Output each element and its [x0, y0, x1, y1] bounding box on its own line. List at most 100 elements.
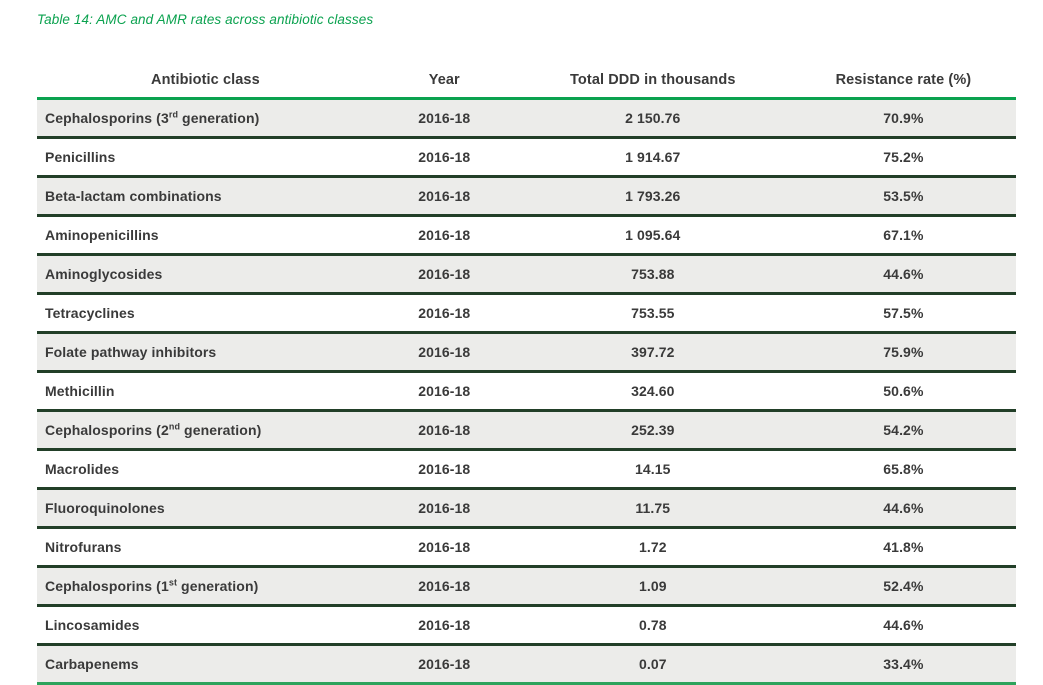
- cell-year: 2016-18: [373, 527, 515, 568]
- antibiotic-class-text: Cephalosporins (2: [45, 422, 169, 438]
- cell-antibiotic-class: Cephalosporins (3rd generation): [37, 98, 374, 139]
- cell-antibiotic-class: Nitrofurans: [37, 527, 374, 568]
- antibiotic-class-superscript: nd: [168, 421, 181, 432]
- antibiotic-class-text: Aminopenicillins: [45, 227, 159, 243]
- cell-resistance-rate: 50.6%: [790, 371, 1016, 412]
- cell-year: 2016-18: [373, 371, 515, 412]
- cell-total-ddd: 324.60: [514, 371, 791, 412]
- cell-antibiotic-class: Aminoglycosides: [37, 254, 374, 295]
- table-row: Cephalosporins (2nd generation) 2016-18 …: [37, 410, 1016, 451]
- cell-total-ddd: 753.88: [514, 254, 791, 295]
- antibiotic-class-text: Aminoglycosides: [45, 266, 163, 282]
- cell-total-ddd: 1 914.67: [514, 137, 791, 178]
- cell-antibiotic-class: Tetracyclines: [37, 293, 374, 334]
- table-row: Methicillin 2016-18 324.60 50.6%: [37, 371, 1016, 412]
- cell-resistance-rate: 75.2%: [790, 137, 1016, 178]
- table-row: Nitrofurans 2016-18 1.72 41.8%: [37, 527, 1016, 568]
- table-row: Macrolides 2016-18 14.15 65.8%: [37, 449, 1016, 490]
- antibiotic-class-text: Tetracyclines: [45, 305, 135, 321]
- cell-total-ddd: 11.75: [514, 488, 791, 529]
- table-row: Beta-lactam combinations 2016-18 1 793.2…: [37, 176, 1016, 217]
- table-row: Fluoroquinolones 2016-18 11.75 44.6%: [37, 488, 1016, 529]
- cell-total-ddd: 1.72: [514, 527, 791, 568]
- antibiotic-class-text: Beta-lactam combinations: [45, 188, 222, 204]
- table-row: Tetracyclines 2016-18 753.55 57.5%: [37, 293, 1016, 334]
- table-row: Lincosamides 2016-18 0.78 44.6%: [37, 605, 1016, 646]
- cell-year: 2016-18: [373, 176, 515, 217]
- cell-total-ddd: 14.15: [514, 449, 791, 490]
- cell-year: 2016-18: [373, 98, 515, 139]
- cell-resistance-rate: 53.5%: [790, 176, 1016, 217]
- antibiotic-class-superscript: st: [168, 577, 178, 588]
- cell-resistance-rate: 70.9%: [790, 98, 1016, 139]
- antibiotic-class-superscript: rd: [168, 109, 179, 120]
- cell-total-ddd: 1 793.26: [514, 176, 791, 217]
- table-row: Carbapenems 2016-18 0.07 33.4%: [37, 644, 1016, 685]
- amc-amr-table: Antibiotic class Year Total DDD in thous…: [37, 68, 1016, 685]
- cell-total-ddd: 252.39: [514, 410, 791, 451]
- cell-resistance-rate: 44.6%: [790, 488, 1016, 529]
- cell-resistance-rate: 65.8%: [790, 449, 1016, 490]
- cell-resistance-rate: 75.9%: [790, 332, 1016, 373]
- cell-total-ddd: 2 150.76: [514, 98, 791, 139]
- cell-year: 2016-18: [373, 215, 515, 256]
- col-header-resistance-rate: Resistance rate (%): [790, 68, 1016, 100]
- antibiotic-class-text: Macrolides: [45, 461, 120, 477]
- header-row: Antibiotic class Year Total DDD in thous…: [37, 68, 1016, 100]
- antibiotic-class-text: Lincosamides: [45, 617, 140, 633]
- cell-resistance-rate: 67.1%: [790, 215, 1016, 256]
- cell-antibiotic-class: Cephalosporins (1st generation): [37, 566, 374, 607]
- antibiotic-class-text: Nitrofurans: [45, 539, 122, 555]
- cell-antibiotic-class: Folate pathway inhibitors: [37, 332, 374, 373]
- table-row: Aminopenicillins 2016-18 1 095.64 67.1%: [37, 215, 1016, 256]
- cell-year: 2016-18: [373, 137, 515, 178]
- antibiotic-class-text: Carbapenems: [45, 656, 139, 672]
- cell-year: 2016-18: [373, 566, 515, 607]
- cell-year: 2016-18: [373, 449, 515, 490]
- cell-year: 2016-18: [373, 488, 515, 529]
- table-row: Cephalosporins (3rd generation) 2016-18 …: [37, 98, 1016, 139]
- cell-year: 2016-18: [373, 254, 515, 295]
- cell-resistance-rate: 52.4%: [790, 566, 1016, 607]
- antibiotic-class-text-rest: generation): [180, 422, 262, 438]
- cell-resistance-rate: 44.6%: [790, 605, 1016, 646]
- antibiotic-class-text-rest: generation): [177, 578, 259, 594]
- cell-antibiotic-class: Lincosamides: [37, 605, 374, 646]
- cell-antibiotic-class: Carbapenems: [37, 644, 374, 685]
- antibiotic-class-text-rest: generation): [178, 110, 260, 126]
- table-row: Penicillins 2016-18 1 914.67 75.2%: [37, 137, 1016, 178]
- antibiotic-class-text: Cephalosporins (1: [45, 578, 169, 594]
- antibiotic-class-text: Fluoroquinolones: [45, 500, 165, 516]
- cell-year: 2016-18: [373, 293, 515, 334]
- antibiotic-class-text: Folate pathway inhibitors: [45, 344, 217, 360]
- cell-total-ddd: 1.09: [514, 566, 791, 607]
- table-body: Cephalosporins (3rd generation) 2016-18 …: [37, 98, 1016, 685]
- cell-antibiotic-class: Macrolides: [37, 449, 374, 490]
- cell-resistance-rate: 44.6%: [790, 254, 1016, 295]
- cell-total-ddd: 0.07: [514, 644, 791, 685]
- table-header: Antibiotic class Year Total DDD in thous…: [37, 68, 1016, 100]
- cell-year: 2016-18: [373, 644, 515, 685]
- antibiotic-class-text: Methicillin: [45, 383, 115, 399]
- cell-antibiotic-class: Aminopenicillins: [37, 215, 374, 256]
- col-header-antibiotic-class: Antibiotic class: [37, 68, 374, 100]
- cell-antibiotic-class: Penicillins: [37, 137, 374, 178]
- cell-year: 2016-18: [373, 332, 515, 373]
- antibiotic-class-text: Cephalosporins (3: [45, 110, 169, 126]
- cell-total-ddd: 397.72: [514, 332, 791, 373]
- cell-antibiotic-class: Fluoroquinolones: [37, 488, 374, 529]
- cell-resistance-rate: 41.8%: [790, 527, 1016, 568]
- cell-resistance-rate: 33.4%: [790, 644, 1016, 685]
- table-row: Folate pathway inhibitors 2016-18 397.72…: [37, 332, 1016, 373]
- cell-resistance-rate: 57.5%: [790, 293, 1016, 334]
- cell-year: 2016-18: [373, 410, 515, 451]
- cell-total-ddd: 1 095.64: [514, 215, 791, 256]
- cell-total-ddd: 0.78: [514, 605, 791, 646]
- cell-resistance-rate: 54.2%: [790, 410, 1016, 451]
- cell-antibiotic-class: Methicillin: [37, 371, 374, 412]
- cell-total-ddd: 753.55: [514, 293, 791, 334]
- antibiotic-class-text: Penicillins: [45, 149, 116, 165]
- col-header-total-ddd: Total DDD in thousands: [514, 68, 791, 100]
- col-header-year: Year: [373, 68, 515, 100]
- table-row: Aminoglycosides 2016-18 753.88 44.6%: [37, 254, 1016, 295]
